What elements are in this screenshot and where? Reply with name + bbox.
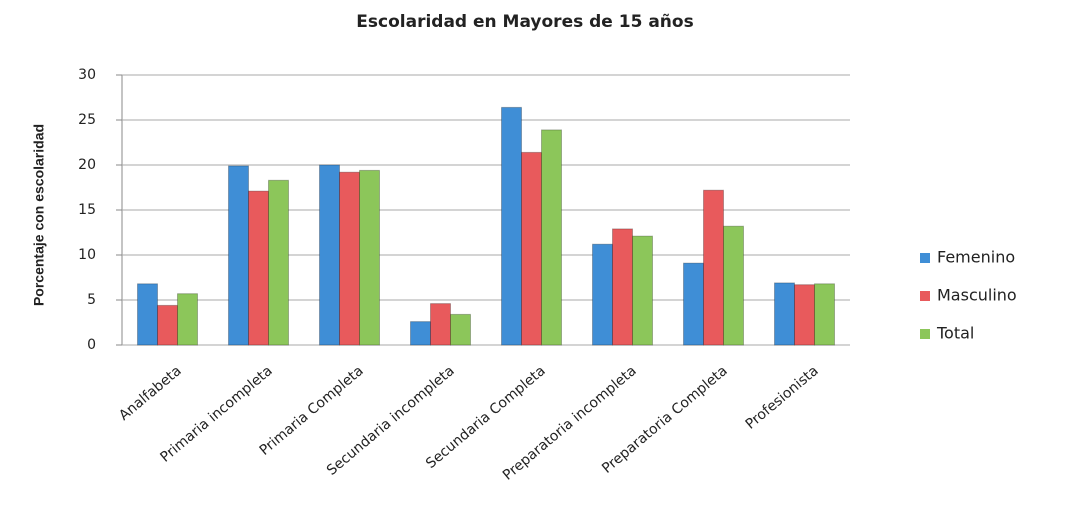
chart-title: Escolaridad en Mayores de 15 años <box>356 12 693 32</box>
bar <box>410 321 431 346</box>
x-tick-label: Analfabeta <box>116 363 185 424</box>
y-tick-label: 20 <box>78 157 96 173</box>
y-tick-label: 5 <box>87 292 96 308</box>
bar <box>450 313 471 346</box>
bar <box>703 189 724 346</box>
bar <box>723 225 744 346</box>
y-tick-label: 30 <box>78 67 96 83</box>
bar <box>794 284 815 346</box>
bar <box>683 262 704 346</box>
bar <box>228 165 249 346</box>
bar <box>774 282 795 346</box>
bar <box>319 164 340 346</box>
y-tick-label: 0 <box>87 337 96 353</box>
legend-label: Total <box>936 324 974 343</box>
bar <box>612 228 633 346</box>
legend-swatch <box>920 291 930 301</box>
bar <box>632 235 653 346</box>
bar <box>157 304 178 346</box>
bar <box>814 283 835 346</box>
bar <box>430 303 451 346</box>
bar <box>177 293 198 346</box>
y-tick-label: 15 <box>78 202 96 218</box>
bar <box>268 179 289 346</box>
x-tick-label: Profesionista <box>743 363 822 433</box>
bar <box>521 151 542 346</box>
legend-swatch <box>920 329 930 339</box>
y-tick-label: 25 <box>78 112 96 128</box>
y-tick-label: 10 <box>78 247 96 263</box>
bar <box>541 129 562 346</box>
bar <box>501 106 522 346</box>
bar <box>339 171 360 346</box>
bar <box>137 283 158 346</box>
legend-label: Femenino <box>937 248 1015 267</box>
bar <box>359 169 380 346</box>
y-axis-label: Porcentaje con escolaridad <box>31 124 47 306</box>
bar <box>592 243 613 346</box>
bar <box>248 190 269 346</box>
legend-label: Masculino <box>937 286 1017 305</box>
legend-swatch <box>920 253 930 263</box>
